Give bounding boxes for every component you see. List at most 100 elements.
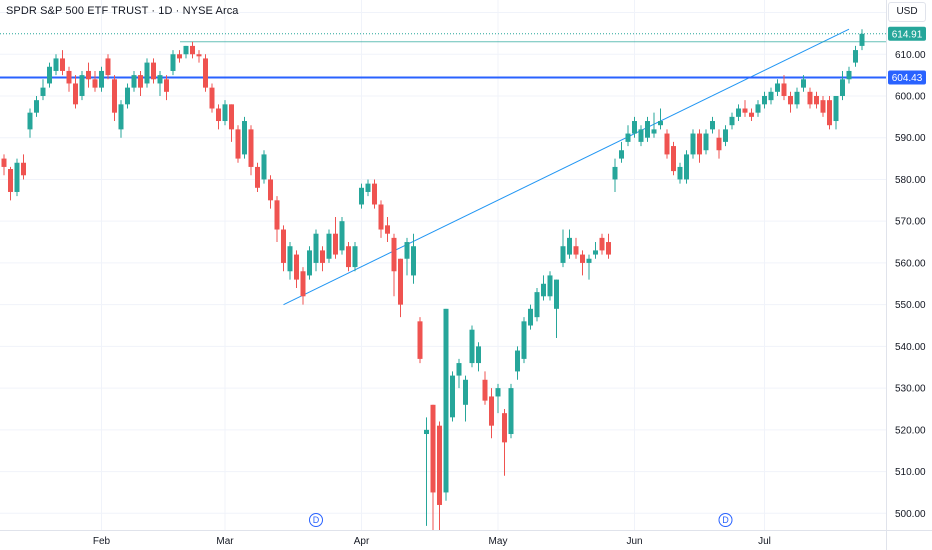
x-tick-label: Jun	[626, 536, 642, 547]
candle-body	[853, 50, 858, 63]
candle-body	[840, 79, 845, 96]
candle-body	[521, 321, 527, 359]
x-tick-label: Mar	[216, 536, 234, 547]
candle-body	[183, 45, 189, 55]
candle-body	[34, 100, 39, 113]
candle-body	[710, 121, 715, 130]
candle-body	[66, 70, 72, 84]
candle-body	[463, 379, 468, 405]
candle-body	[645, 121, 650, 138]
candle-body	[112, 79, 117, 113]
price-tag-label: 614.91	[892, 29, 923, 40]
candle-body	[60, 58, 65, 71]
candle-body	[365, 183, 371, 192]
y-tick-label: 540.00	[895, 342, 926, 353]
candle-body	[736, 108, 741, 117]
candle-body	[749, 112, 754, 117]
candle-body	[313, 233, 319, 263]
candle-body	[547, 275, 553, 297]
candle-body	[729, 116, 735, 126]
dividend-marker[interactable]	[718, 513, 733, 527]
candle-body	[229, 104, 234, 130]
candle-body	[541, 283, 546, 297]
chart-title: SPDR S&P 500 ETF TRUST · 1D · NYSE Arca	[6, 5, 239, 17]
currency-button[interactable]: USD	[888, 2, 926, 22]
candle-body	[814, 95, 819, 105]
candle-body	[723, 129, 728, 142]
candle-body	[502, 413, 507, 443]
candle-body	[664, 133, 670, 155]
candle-body	[320, 250, 325, 263]
candle-body	[359, 187, 364, 205]
candle-body	[437, 425, 442, 505]
y-tick-label: 560.00	[895, 258, 926, 269]
candle-body	[703, 133, 709, 151]
candle-body	[385, 225, 390, 234]
trendline[interactable]	[283, 28, 850, 306]
candle-body	[573, 246, 579, 255]
candle-body	[352, 246, 358, 268]
candle-body	[86, 70, 91, 80]
candle-body	[177, 54, 182, 59]
y-tick-label: 600.00	[895, 91, 926, 102]
candles	[1, 29, 865, 530]
candle-body	[151, 62, 156, 80]
time-axis: Feb Mar Apr May Jun Jul	[93, 536, 771, 547]
candle-body	[118, 104, 124, 130]
candle-body	[833, 95, 839, 122]
candle-body	[79, 75, 85, 96]
candle-body	[398, 258, 403, 305]
candle-body	[716, 137, 722, 151]
candle-body	[768, 91, 774, 101]
y-tick-label: 510.00	[895, 467, 926, 478]
candle-body	[281, 229, 286, 263]
candle-body	[138, 75, 143, 88]
candle-body	[807, 91, 813, 105]
y-tick-label: 590.00	[895, 133, 926, 144]
candle-body	[476, 346, 481, 364]
candle-body	[222, 104, 228, 122]
x-tick-label: Jul	[758, 536, 771, 547]
candle-body	[411, 246, 416, 276]
horizontal-levels[interactable]	[0, 33, 886, 79]
candle-body	[489, 396, 494, 426]
candle-body	[196, 54, 202, 57]
candle-body	[820, 100, 826, 113]
price-tags: 614.91 604.43	[888, 26, 926, 85]
candle-body	[125, 87, 130, 105]
candle-body	[430, 404, 436, 493]
candle-body	[216, 108, 221, 122]
candle-body	[326, 233, 332, 259]
candle-body	[580, 254, 585, 263]
candle-body	[495, 388, 501, 397]
candle-body	[417, 321, 423, 359]
candle-body	[658, 121, 663, 126]
candle-body	[170, 54, 176, 71]
candle-body	[424, 429, 429, 435]
candle-body	[268, 179, 273, 201]
y-tick-label: 520.00	[895, 425, 926, 436]
candle-body	[248, 129, 254, 167]
candle-body	[469, 329, 475, 364]
x-tick-label: Apr	[354, 536, 370, 547]
dividend-marker[interactable]	[309, 513, 323, 527]
candle-body	[554, 279, 559, 309]
candle-body	[567, 237, 572, 255]
y-tick-label: 610.00	[895, 50, 926, 61]
candle-body	[164, 79, 169, 92]
candle-body	[612, 166, 618, 180]
candle-body	[294, 254, 299, 280]
candle-body	[261, 154, 267, 180]
candle-body	[235, 129, 241, 159]
candle-body	[21, 162, 26, 176]
candle-body	[586, 258, 592, 263]
candle-body	[801, 79, 806, 88]
y-tick-label: 550.00	[895, 300, 926, 311]
candle-body	[131, 75, 137, 88]
candle-body	[40, 87, 46, 96]
candle-body	[508, 388, 514, 435]
trendline-layer[interactable]	[283, 28, 850, 306]
price-axis: 500.00 510.00 520.00 530.00 540.00 550.00 560.…	[895, 8, 926, 520]
